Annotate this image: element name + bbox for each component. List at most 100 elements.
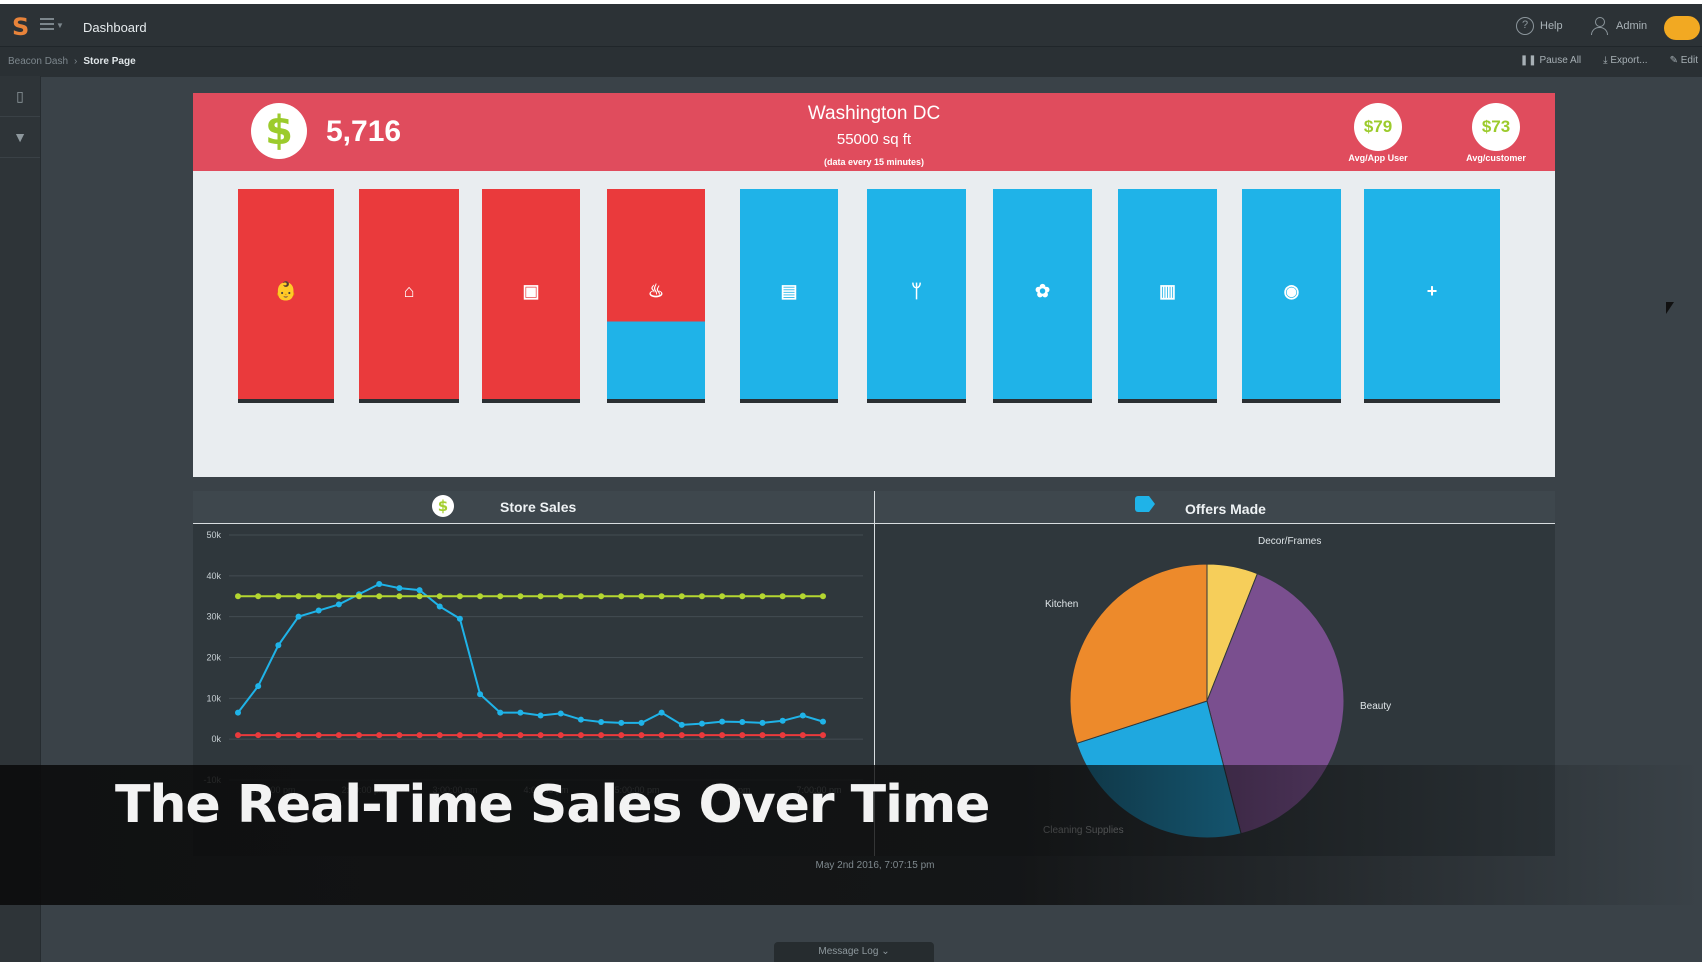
data-point	[456, 593, 463, 600]
y-tick-label: 0k	[211, 734, 221, 744]
tile-trash[interactable]: ▥	[1118, 189, 1217, 403]
data-point	[315, 607, 322, 614]
data-point	[638, 593, 645, 600]
data-point	[517, 732, 524, 739]
data-point	[416, 587, 423, 594]
data-point	[658, 709, 665, 716]
data-point	[779, 717, 786, 724]
help-button[interactable]: ? Help	[1516, 17, 1563, 35]
tile-plus[interactable]: +	[1364, 189, 1500, 403]
data-point	[255, 593, 262, 600]
stat-label: Avg/App User	[1348, 153, 1408, 163]
trash-icon: ▥	[1158, 281, 1176, 301]
store-header: $ 5,716 Washington DC 55000 sq ft (data …	[193, 93, 1555, 171]
breadcrumb-root[interactable]: Beacon Dash	[8, 56, 69, 67]
data-point	[678, 593, 685, 600]
app-logo-icon[interactable]: S	[12, 13, 30, 41]
file-icon[interactable]: ▯	[0, 76, 40, 117]
child-icon: 👶	[274, 281, 298, 301]
slice-label: Decor/Frames	[1258, 536, 1321, 547]
cake-icon: ♨	[647, 281, 665, 301]
store-sales-header: $ Store Sales	[193, 491, 874, 524]
data-point	[638, 732, 645, 739]
data-point	[517, 593, 524, 600]
tile-image[interactable]: ▣	[482, 189, 580, 403]
data-point	[497, 732, 504, 739]
data-point	[678, 721, 685, 728]
data-point	[235, 593, 241, 600]
timestamp: May 2nd 2016, 7:07:15 pm	[815, 860, 935, 871]
message-log-button[interactable]: Message Log ⌄	[774, 942, 934, 962]
data-point	[315, 593, 322, 600]
data-point	[436, 732, 443, 739]
data-point	[537, 712, 544, 719]
data-point	[820, 593, 826, 600]
offers-made-header: Offers Made	[875, 491, 1555, 524]
pause-all-label: Pause All	[1539, 55, 1582, 66]
page-actions: ❚❚ Pause All ⤓ Export... ✎ Edit	[1520, 55, 1698, 66]
data-point	[698, 732, 705, 739]
tile-eye[interactable]: ◉	[1242, 189, 1341, 403]
top-bar: S ▼ Dashboard ? Help Admin	[0, 0, 1702, 46]
data-point	[477, 593, 484, 600]
data-point	[376, 593, 383, 600]
data-point	[658, 593, 665, 600]
filter-icon[interactable]: ▼	[0, 117, 40, 158]
book-icon: ▤	[780, 281, 798, 301]
breadcrumb-current: Store Page	[83, 56, 136, 67]
stat-avg-customer: $73 Avg/customer	[1448, 103, 1544, 163]
export-button[interactable]: ⤓ Export...	[1603, 55, 1647, 66]
stat-label: Avg/customer	[1466, 153, 1526, 163]
tile-utensils[interactable]: ᛘ	[867, 189, 966, 403]
data-point	[820, 718, 826, 725]
y-tick-label: 20k	[206, 653, 221, 663]
data-point	[517, 709, 524, 716]
data-point	[416, 732, 423, 739]
data-point	[698, 593, 705, 600]
data-point	[638, 719, 645, 726]
data-point	[335, 732, 342, 739]
admin-button[interactable]: Admin	[1590, 17, 1647, 35]
pie-slice[interactable]	[1069, 563, 1208, 744]
data-point	[235, 709, 241, 716]
data-point	[255, 683, 262, 690]
tile-home[interactable]: ⌂	[359, 189, 459, 403]
tile-child[interactable]: 👶	[238, 189, 334, 403]
data-point	[739, 593, 746, 600]
theme-toggle[interactable]	[1664, 16, 1700, 40]
pause-all-button[interactable]: ❚❚ Pause All	[1520, 55, 1581, 66]
data-point	[477, 732, 484, 739]
data-point	[295, 593, 302, 600]
edit-button[interactable]: ✎ Edit	[1670, 55, 1698, 66]
data-point	[456, 615, 463, 622]
data-point	[315, 732, 322, 739]
data-point	[436, 603, 443, 610]
tile-cake[interactable]: ♨	[607, 189, 705, 403]
data-point	[557, 732, 564, 739]
data-point	[759, 719, 766, 726]
y-tick-label: 40k	[206, 571, 221, 581]
data-point	[235, 732, 241, 739]
data-point	[376, 732, 383, 739]
store-panel: $ 5,716 Washington DC 55000 sq ft (data …	[193, 93, 1555, 856]
breadcrumb-bar: Beacon Dash › Store Page ❚❚ Pause All ⤓ …	[0, 46, 1702, 77]
data-point	[477, 691, 484, 698]
admin-label: Admin	[1616, 20, 1648, 32]
data-point	[497, 593, 504, 600]
dollar-icon: $	[251, 103, 307, 159]
plus-icon: +	[1426, 281, 1438, 301]
paw-icon: ✿	[1034, 281, 1051, 301]
tile-paw[interactable]: ✿	[993, 189, 1092, 403]
data-point	[598, 732, 605, 739]
tile-book[interactable]: ▤	[740, 189, 838, 403]
data-point	[396, 593, 403, 600]
data-point	[820, 732, 826, 739]
stat-avg-app-user: $79 Avg/App User	[1338, 103, 1418, 163]
visitor-count: 5,716	[326, 115, 402, 148]
data-point	[698, 720, 705, 727]
data-point	[799, 732, 806, 739]
data-point	[739, 732, 746, 739]
data-point	[618, 732, 625, 739]
menu-icon[interactable]	[40, 18, 54, 30]
chevron-down-icon[interactable]: ▼	[56, 21, 64, 30]
